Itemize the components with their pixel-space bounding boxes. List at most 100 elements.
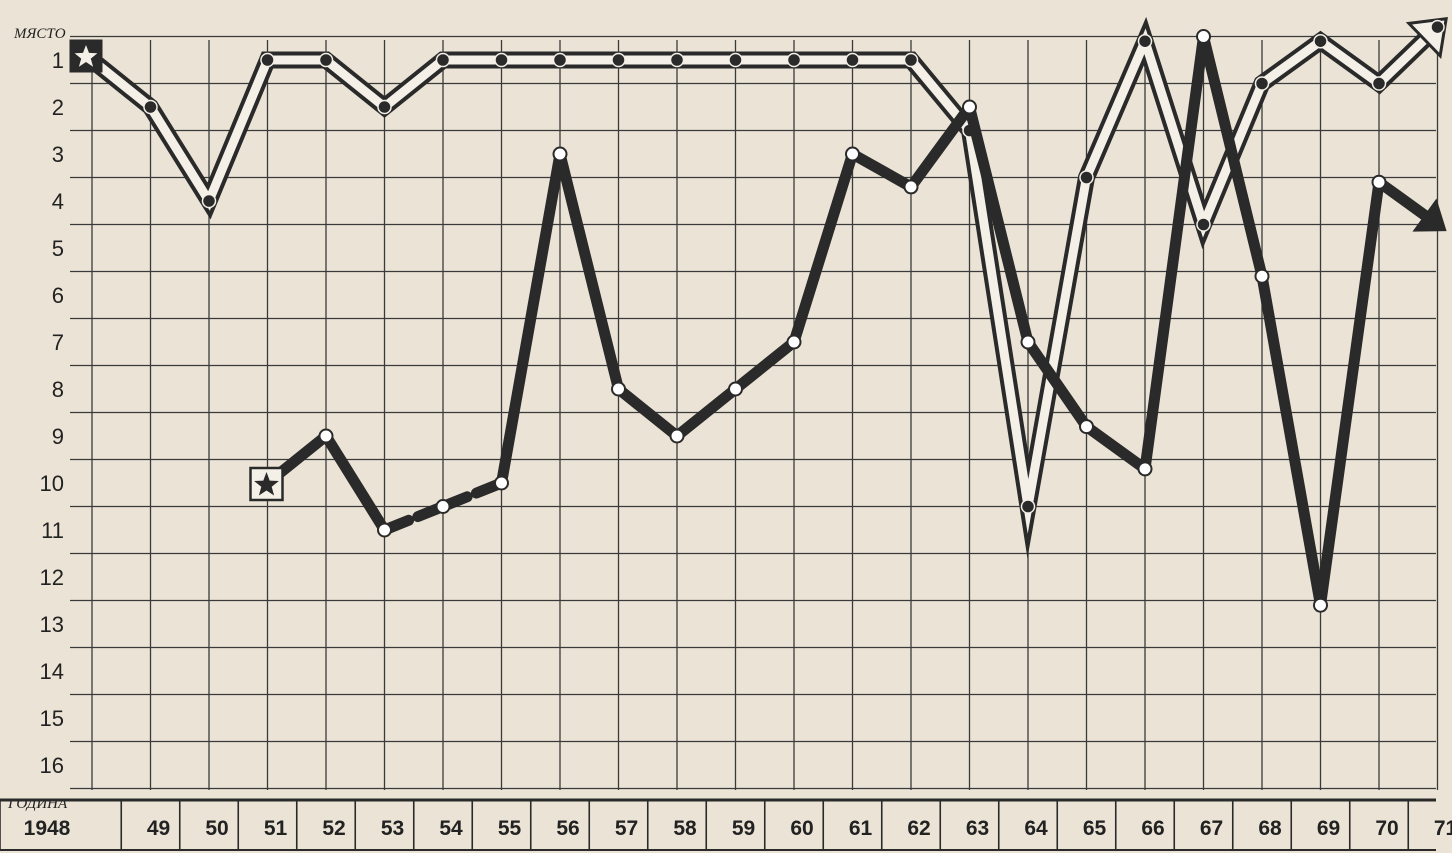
x-tick-label: 60 — [790, 817, 813, 840]
series-point — [845, 52, 860, 68]
x-axis-ticks: 1948 49 50 51 52 53 54 55 56 57 58 59 60 61 62 63 64 65 66… — [24, 817, 1452, 840]
x-tick-label: 55 — [498, 817, 522, 840]
x-tick-label: 53 — [381, 817, 404, 840]
series-line-fill — [89, 23, 1441, 534]
series-point — [318, 52, 334, 68]
start-star-icon — [254, 472, 279, 496]
y-tick-label: 4 — [52, 189, 64, 214]
y-tick-label: 11 — [41, 518, 64, 543]
series-segment — [1256, 270, 1326, 611]
series-point — [1196, 217, 1211, 232]
series-point — [552, 52, 568, 68]
series-point — [786, 334, 802, 350]
x-axis-title: ГОДИНА — [7, 796, 68, 812]
y-tick-label: 2 — [52, 95, 64, 120]
series-point — [903, 52, 919, 68]
series-segment — [788, 148, 858, 348]
x-tick-label: 54 — [439, 817, 463, 840]
x-tick-label: 51 — [264, 817, 288, 840]
series-segment — [730, 336, 800, 395]
series-point — [494, 52, 509, 68]
x-tick-label: 52 — [322, 817, 345, 840]
series-point — [435, 499, 451, 514]
series-point — [728, 52, 743, 68]
series-solid — [249, 29, 1447, 613]
series-point — [260, 52, 275, 68]
x-tick-label: 58 — [673, 817, 697, 840]
start-star-icon — [74, 45, 98, 67]
series-segment — [1022, 336, 1092, 433]
x-tick-label: 57 — [615, 817, 638, 840]
x-tick-label: 67 — [1200, 817, 1223, 840]
y-tick-label: 5 — [52, 236, 64, 261]
series-point — [435, 52, 451, 68]
series-segment — [496, 148, 566, 489]
x-tick-label: 50 — [205, 817, 228, 840]
series-segment — [613, 383, 683, 442]
series-point — [1313, 33, 1328, 49]
series-point — [1137, 33, 1153, 49]
y-tick-label: 3 — [52, 142, 64, 167]
x-tick-label: 63 — [966, 817, 989, 840]
x-tick-label: 66 — [1141, 817, 1164, 840]
series-point — [1079, 419, 1094, 435]
x-tick-label: 1948 — [24, 817, 71, 840]
y-tick-label: 14 — [40, 659, 64, 684]
series-segment — [964, 101, 1034, 348]
series-point — [669, 52, 685, 68]
series-point — [786, 52, 802, 68]
series-point — [1020, 334, 1036, 350]
y-tick-label: 8 — [52, 377, 64, 402]
series-segment-dashed — [437, 477, 507, 512]
series-segment — [1315, 176, 1385, 611]
x-tick-label: 56 — [556, 817, 579, 840]
y-tick-label: 6 — [52, 283, 64, 308]
series-line-outline — [86, 16, 1444, 559]
series-point — [611, 381, 626, 397]
series-segment — [905, 101, 975, 193]
y-tick-label: 7 — [52, 330, 64, 355]
series-lines — [69, 16, 1448, 613]
series-segment-dashed — [379, 501, 449, 536]
series-point — [728, 381, 743, 397]
series-segment — [847, 148, 917, 193]
series-point — [1254, 268, 1270, 284]
series-point — [1313, 597, 1328, 613]
series-point — [377, 522, 392, 538]
series-segment — [1139, 31, 1209, 475]
series-arrowhead — [1412, 198, 1447, 232]
series-point — [1430, 19, 1445, 35]
y-tick-label: 16 — [40, 753, 64, 778]
y-tick-label: 12 — [40, 565, 64, 590]
series-point — [377, 99, 392, 115]
series-segment — [671, 383, 741, 442]
series-point — [318, 428, 334, 444]
series-segment — [320, 430, 390, 536]
series-segment — [1198, 31, 1268, 282]
x-tick-label: 59 — [732, 817, 755, 840]
series-point — [1020, 499, 1036, 514]
series-point — [1254, 76, 1270, 91]
series-segment — [1081, 421, 1151, 475]
x-tick-label: 64 — [1024, 817, 1048, 840]
series-point — [552, 146, 568, 162]
y-tick-label: 9 — [52, 424, 64, 449]
x-tick-label: 65 — [1083, 817, 1107, 840]
series-point — [611, 52, 626, 68]
x-tick-label: 49 — [147, 817, 170, 840]
series-point — [669, 428, 685, 444]
x-tick-label: 71 — [1434, 817, 1452, 840]
y-tick-label: 13 — [40, 612, 64, 637]
series-segment — [554, 148, 624, 395]
series-point — [962, 99, 977, 115]
series-point — [1371, 76, 1387, 91]
y-tick-label: 10 — [40, 471, 64, 496]
x-tick-label: 70 — [1375, 817, 1398, 840]
series-point — [903, 179, 919, 195]
y-tick-label: 1 — [52, 48, 64, 73]
series-point — [1196, 29, 1211, 44]
x-tick-label: 69 — [1317, 817, 1340, 840]
x-tick-label: 68 — [1258, 817, 1282, 840]
